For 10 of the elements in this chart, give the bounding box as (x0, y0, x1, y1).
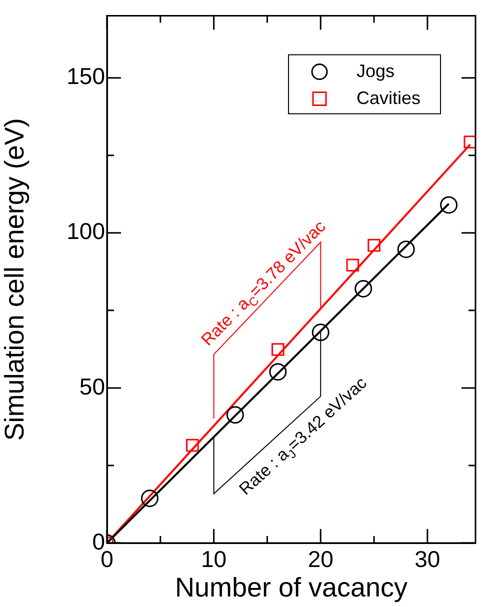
x-tick-label: 30 (414, 546, 440, 572)
y-tick-label: 150 (66, 63, 105, 90)
y-axis-title: Simulation cell energy (eV) (0, 118, 30, 441)
legend-label: Jogs (356, 60, 395, 81)
legend-label: Cavities (356, 88, 421, 108)
y-tick-label: 50 (79, 373, 105, 400)
x-tick-label: 10 (201, 546, 227, 572)
x-axis-title: Number of vacancy (174, 572, 408, 602)
y-tick-label: 100 (66, 218, 105, 244)
x-tick-label: 20 (308, 546, 334, 572)
